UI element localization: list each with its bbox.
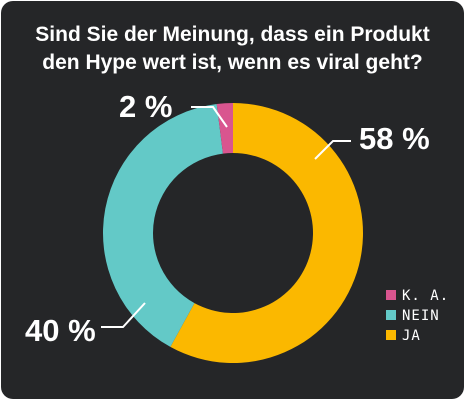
leader-nein: [101, 302, 146, 328]
legend-swatch-k-a: [386, 290, 396, 300]
chart-title-line-2: den Hype wert ist, wenn es viral geht?: [42, 51, 423, 74]
chart-title: Sind Sie der Meinung, dass ein Produkt d…: [1, 21, 464, 77]
slice-ja: [170, 103, 364, 363]
donut-slices: [103, 103, 364, 363]
label-nein: 40 %: [25, 313, 96, 348]
legend-label-ja: JA: [402, 328, 421, 344]
leader-lines: [101, 106, 351, 328]
slice-nein: [103, 104, 223, 347]
legend: K. A. NEIN JA: [386, 288, 449, 344]
legend-label-nein: NEIN: [402, 308, 440, 324]
legend-swatch-nein: [386, 310, 396, 320]
chart-title-line-1: Sind Sie der Meinung, dass ein Produkt: [35, 23, 430, 46]
legend-label-k-a: K. A.: [402, 288, 449, 304]
legend-swatch-ja: [386, 330, 396, 340]
leader-k-a: [191, 106, 228, 128]
label-ja: 58 %: [359, 121, 430, 156]
label-k-a: 2 %: [119, 89, 172, 124]
slice-k-a: [216, 103, 233, 154]
leader-ja: [314, 140, 351, 160]
